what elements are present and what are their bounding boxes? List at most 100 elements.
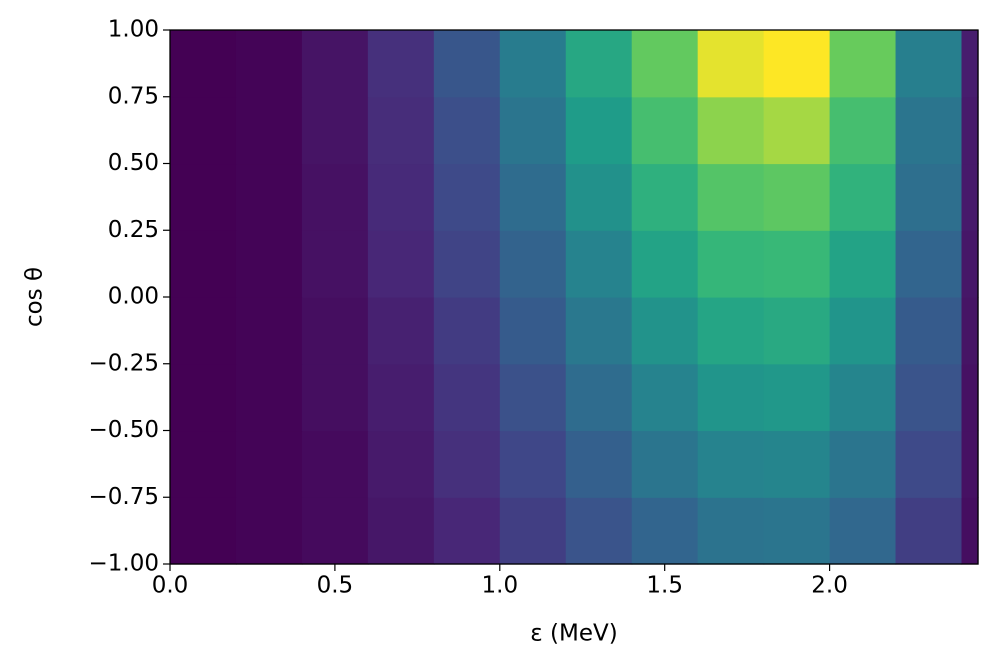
- x-tick-label: 2.0: [811, 573, 848, 599]
- contour-cell: [697, 30, 765, 98]
- contour-cell: [895, 363, 963, 432]
- contour-cell: [301, 297, 369, 365]
- contour-cell: [631, 430, 699, 498]
- contour-cell: [235, 297, 303, 365]
- contour-cell: [565, 363, 633, 432]
- y-tick-label: −0.50: [89, 417, 159, 443]
- contour-cell: [631, 230, 699, 298]
- contour-cell: [961, 497, 979, 565]
- contour-cell: [895, 96, 963, 165]
- contour-cell: [763, 30, 831, 98]
- contour-cell: [367, 297, 435, 365]
- contour-cell: [433, 497, 501, 565]
- contour-cell: [170, 363, 237, 432]
- contour-cell: [235, 30, 303, 98]
- contour-cell: [499, 163, 567, 231]
- contour-cell: [697, 363, 765, 432]
- contour-cell: [961, 96, 979, 165]
- contour-cell: [170, 497, 237, 565]
- contour-cell: [433, 363, 501, 432]
- x-tick-label: 0.0: [152, 573, 189, 599]
- y-tick-label: 0.50: [108, 150, 159, 176]
- contour-cell: [499, 297, 567, 365]
- contour-cell: [961, 163, 979, 231]
- contour-cell: [631, 363, 699, 432]
- contour-cell: [631, 96, 699, 165]
- contour-cell: [433, 96, 501, 165]
- y-tick-label: 0.00: [108, 284, 159, 310]
- contour-cell: [961, 230, 979, 298]
- contour-cell: [499, 497, 567, 565]
- contour-cell: [895, 163, 963, 231]
- contour-cell: [301, 30, 369, 98]
- contour-cell: [367, 497, 435, 565]
- contour-cell: [961, 430, 979, 498]
- y-tick-label: −0.75: [89, 484, 159, 510]
- contour-cell: [235, 497, 303, 565]
- contour-cell: [763, 163, 831, 231]
- y-axis-label: cos θ: [22, 267, 48, 327]
- contour-cell: [367, 363, 435, 432]
- contour-cell: [235, 230, 303, 298]
- contour-cell: [433, 430, 501, 498]
- contour-cell: [961, 30, 979, 98]
- contour-cell: [697, 230, 765, 298]
- contour-cell: [367, 30, 435, 98]
- contour-cell: [697, 430, 765, 498]
- plot-area: [170, 30, 979, 565]
- contour-cell: [829, 30, 897, 98]
- y-tick-label: −0.25: [89, 350, 159, 376]
- contour-cell: [367, 96, 435, 165]
- contour-cell: [499, 96, 567, 165]
- contour-cell: [829, 96, 897, 165]
- contour-cell: [631, 497, 699, 565]
- contour-cell: [170, 297, 237, 365]
- contour-cell: [895, 230, 963, 298]
- x-tick-label: 1.0: [482, 573, 519, 599]
- y-tick-label: −1.00: [89, 551, 159, 577]
- contour-cell: [763, 297, 831, 365]
- contour-cell: [433, 230, 501, 298]
- contour-cell: [895, 497, 963, 565]
- contour-cell: [433, 163, 501, 231]
- contour-cell: [829, 363, 897, 432]
- contour-cell: [829, 497, 897, 565]
- contour-cell: [235, 363, 303, 432]
- contour-cell: [301, 363, 369, 432]
- contour-cell: [170, 430, 237, 498]
- contour-cell: [565, 230, 633, 298]
- contour-cell: [829, 163, 897, 231]
- contour-cell: [565, 30, 633, 98]
- contour-cell: [829, 297, 897, 365]
- contour-cell: [301, 163, 369, 231]
- contour-cell: [235, 96, 303, 165]
- contour-cell: [763, 230, 831, 298]
- contour-cell: [499, 430, 567, 498]
- contour-cell: [763, 497, 831, 565]
- contour-cell: [235, 430, 303, 498]
- x-axis-label: ε (MeV): [530, 621, 617, 647]
- contour-cell: [565, 430, 633, 498]
- contour-cell: [301, 497, 369, 565]
- contour-cell: [763, 363, 831, 432]
- contour-cell: [499, 230, 567, 298]
- contour-cell: [697, 497, 765, 565]
- contour-cell: [301, 96, 369, 165]
- x-tick-label: 1.5: [646, 573, 683, 599]
- contour-cell: [895, 297, 963, 365]
- contour-cell: [170, 230, 237, 298]
- contour-cell: [301, 230, 369, 298]
- contour-cell: [763, 96, 831, 165]
- contour-cell: [433, 30, 501, 98]
- contour-cell: [895, 30, 963, 98]
- y-tick-label: 0.25: [108, 217, 159, 243]
- contour-cell: [961, 363, 979, 432]
- contour-cell: [697, 96, 765, 165]
- contour-cell: [301, 430, 369, 498]
- contour-cell: [697, 297, 765, 365]
- y-tick-label: 0.75: [108, 83, 159, 109]
- contour-cell: [631, 30, 699, 98]
- contour-cell: [235, 163, 303, 231]
- y-tick-label: 1.00: [108, 17, 159, 43]
